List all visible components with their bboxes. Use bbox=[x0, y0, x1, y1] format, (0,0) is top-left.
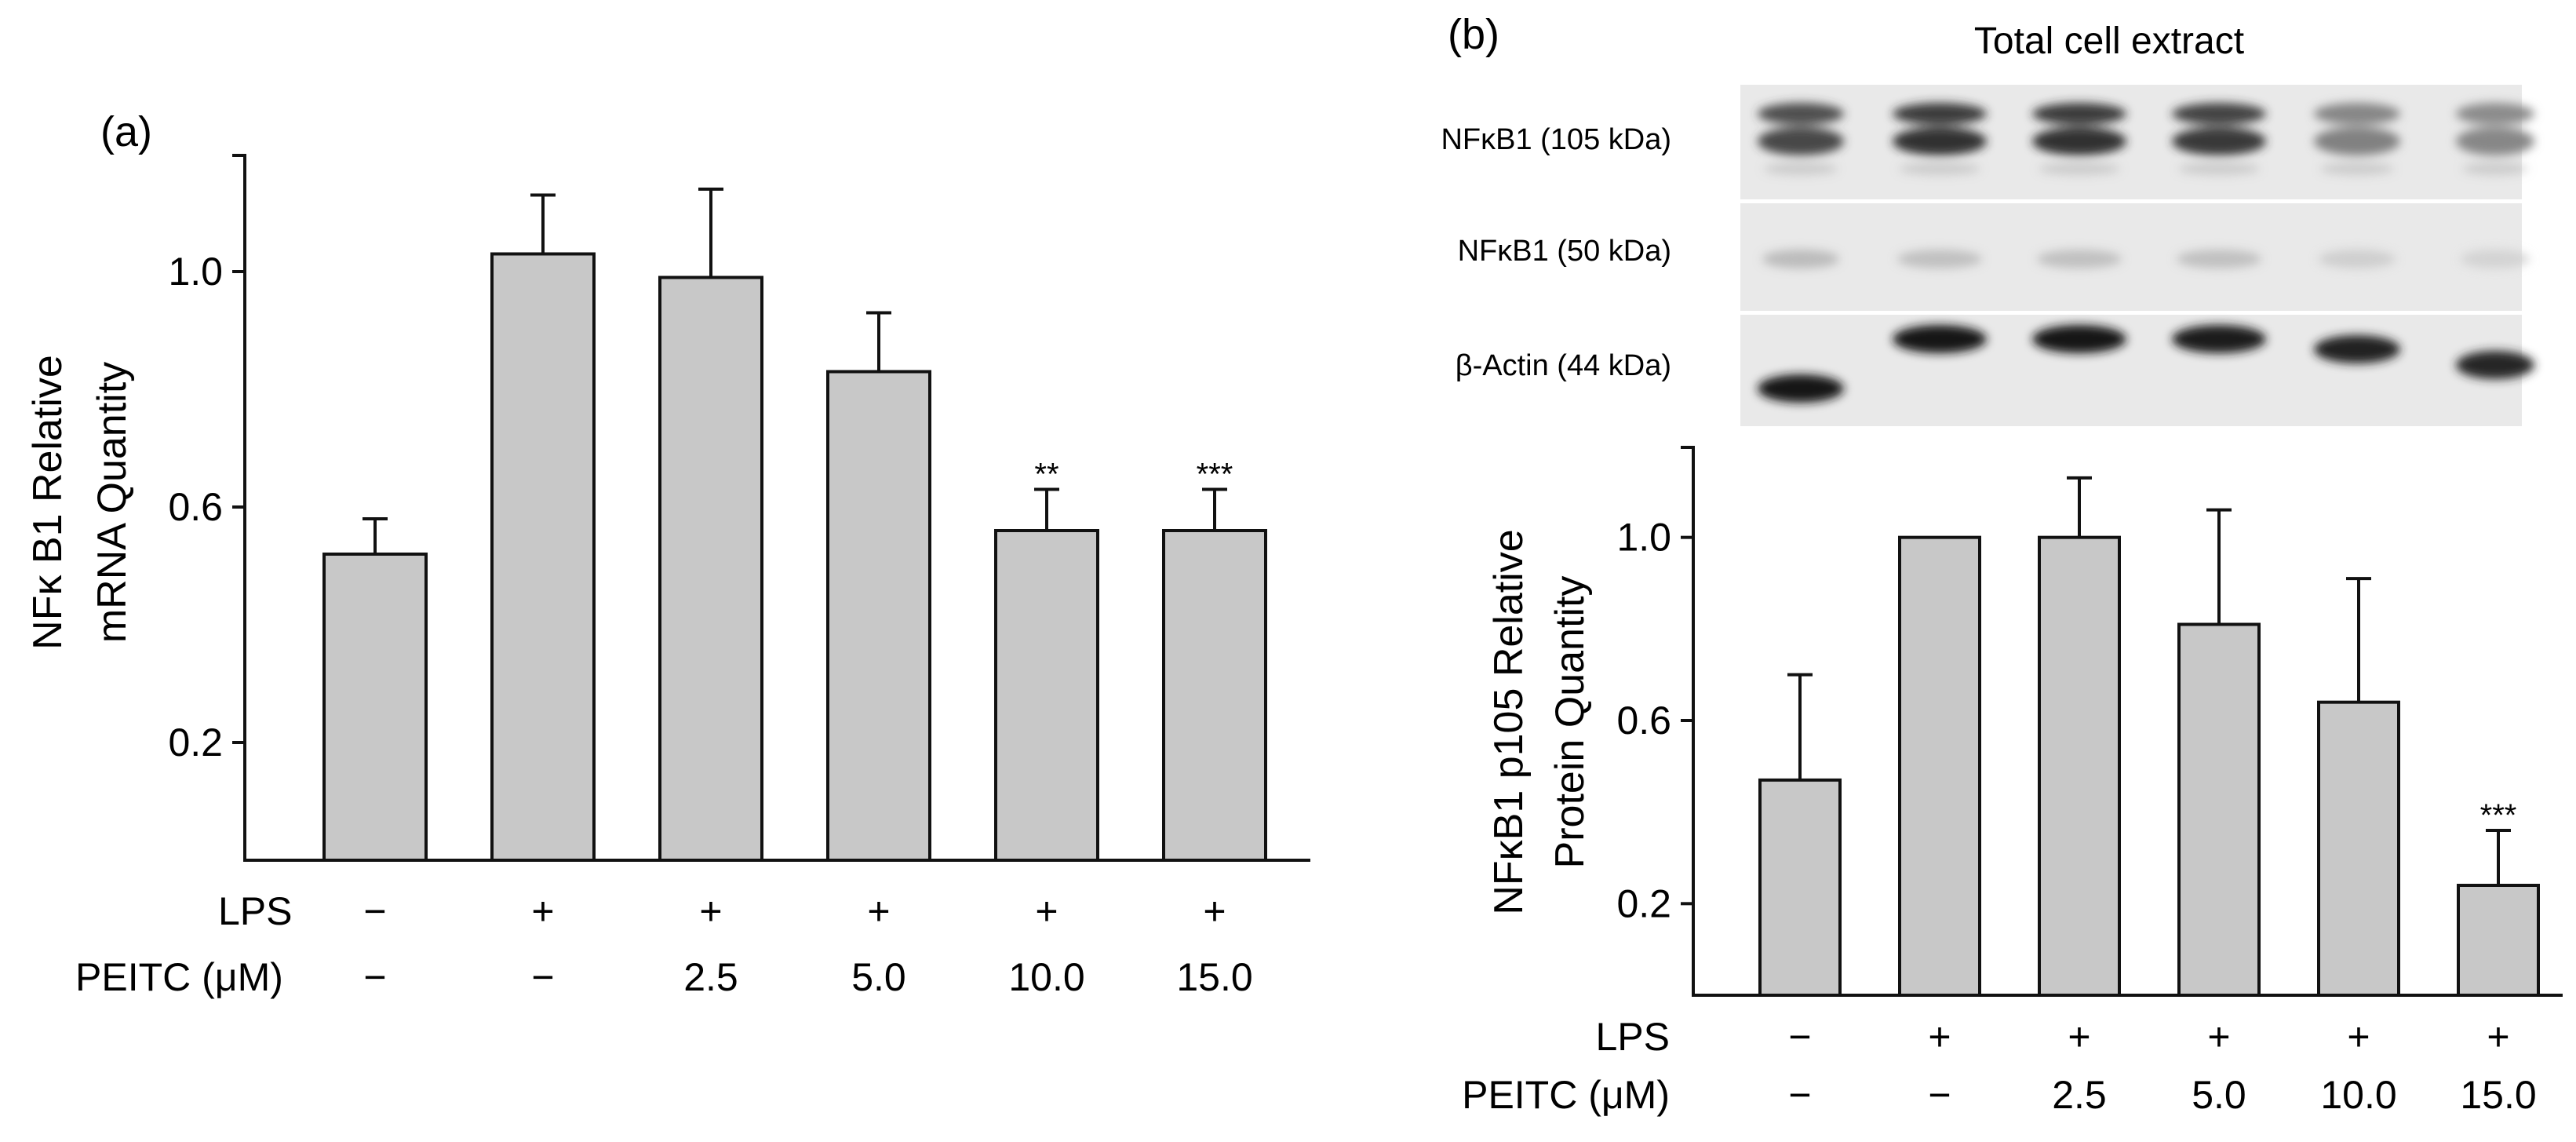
peitc-value: 2.5 bbox=[2052, 1073, 2107, 1117]
bar bbox=[1162, 529, 1267, 862]
bar bbox=[2177, 622, 2261, 997]
lps-value: + bbox=[2487, 1015, 2509, 1059]
panel-b-conditions: − − + − +2.5 +5.0 +10.0 +15.0 bbox=[1788, 1015, 2536, 1117]
western-blot-image bbox=[1740, 85, 2534, 426]
peitc-value: − bbox=[531, 955, 554, 999]
panel-a-lps-label: LPS bbox=[218, 889, 293, 933]
peitc-value: 15.0 bbox=[2460, 1073, 2536, 1117]
bar bbox=[2317, 700, 2400, 998]
peitc-value: 5.0 bbox=[2192, 1073, 2246, 1117]
bar bbox=[490, 252, 596, 862]
bar bbox=[1898, 535, 1981, 997]
lps-value: + bbox=[1203, 889, 1226, 933]
peitc-value: − bbox=[1788, 1073, 1811, 1117]
panel-a-conditions: − − + − +2.5 +5.0 +10.0 +15.0 bbox=[363, 889, 1252, 999]
bar bbox=[658, 275, 763, 862]
lps-value: + bbox=[1035, 889, 1058, 933]
y-tick-label: 1.0 bbox=[168, 250, 223, 294]
peitc-value: − bbox=[1928, 1073, 1951, 1117]
bar bbox=[2038, 535, 2121, 997]
bar bbox=[994, 529, 1099, 862]
panel-b-bars: *** bbox=[1758, 476, 2540, 998]
panel-b-lps-label: LPS bbox=[1595, 1015, 1670, 1059]
y-tick-label: 0.6 bbox=[168, 485, 223, 529]
panel-a-peitc-label: PEITC (μM) bbox=[75, 955, 283, 999]
y-tick-label: 0.2 bbox=[1616, 881, 1671, 925]
peitc-value: − bbox=[363, 955, 386, 999]
panel-a-y-title-line1: NFκ B1 Relative bbox=[25, 355, 71, 650]
panel-a-y-title-line2: mRNA Quantity bbox=[89, 362, 135, 643]
bar bbox=[826, 370, 931, 862]
panel-b-peitc-label: PEITC (μM) bbox=[1462, 1073, 1670, 1117]
lps-value: + bbox=[2207, 1015, 2230, 1059]
panel-a-ticks: 0.2 0.6 1.0 bbox=[168, 154, 245, 764]
y-tick-label: 1.0 bbox=[1616, 516, 1671, 560]
panel-b: (b) Total cell extract NFκB1 (105 kDa) N… bbox=[1441, 11, 2563, 1117]
lps-value: + bbox=[531, 889, 554, 933]
lps-value: − bbox=[1788, 1015, 1811, 1059]
lps-value: + bbox=[699, 889, 722, 933]
significance-marker: *** bbox=[2480, 798, 2517, 833]
y-tick-label: 0.2 bbox=[168, 721, 223, 764]
significance-marker: *** bbox=[1197, 458, 1233, 492]
panel-b-ticks: 0.2 0.6 1.0 bbox=[1616, 446, 1693, 925]
blot-title: Total cell extract bbox=[1974, 20, 2244, 62]
y-tick-label: 0.6 bbox=[1616, 699, 1671, 742]
bar bbox=[1758, 778, 1842, 997]
peitc-value: 10.0 bbox=[2320, 1073, 2396, 1117]
peitc-value: 2.5 bbox=[683, 955, 738, 999]
lps-value: − bbox=[363, 889, 386, 933]
panel-b-label: (b) bbox=[1448, 11, 1499, 58]
bar bbox=[2457, 884, 2540, 997]
panel-b-y-title-line1: NFκB1 p105 Relative bbox=[1486, 529, 1532, 914]
panel-a-label: (a) bbox=[100, 108, 152, 155]
lps-value: + bbox=[1928, 1015, 1951, 1059]
blot-row-label-50: NFκB1 (50 kDa) bbox=[1458, 235, 1671, 268]
blot-row-label-actin: β-Actin (44 kDa) bbox=[1456, 349, 1671, 382]
peitc-value: 10.0 bbox=[1008, 955, 1084, 999]
blot-row-label-105: NFκB1 (105 kDa) bbox=[1441, 123, 1671, 156]
panel-b-y-title-line2: Protein Quantity bbox=[1547, 576, 1593, 869]
lps-value: + bbox=[2068, 1015, 2090, 1059]
peitc-value: 5.0 bbox=[851, 955, 906, 999]
lps-value: + bbox=[2347, 1015, 2370, 1059]
significance-marker: ** bbox=[1034, 458, 1058, 492]
peitc-value: 15.0 bbox=[1176, 955, 1252, 999]
bar bbox=[322, 553, 428, 862]
panel-a: (a) NFκ B1 Relative mRNA Quantity 0.2 0.6… bbox=[25, 108, 1310, 999]
panel-a-bars: ** *** bbox=[322, 188, 1267, 862]
lps-value: + bbox=[867, 889, 890, 933]
